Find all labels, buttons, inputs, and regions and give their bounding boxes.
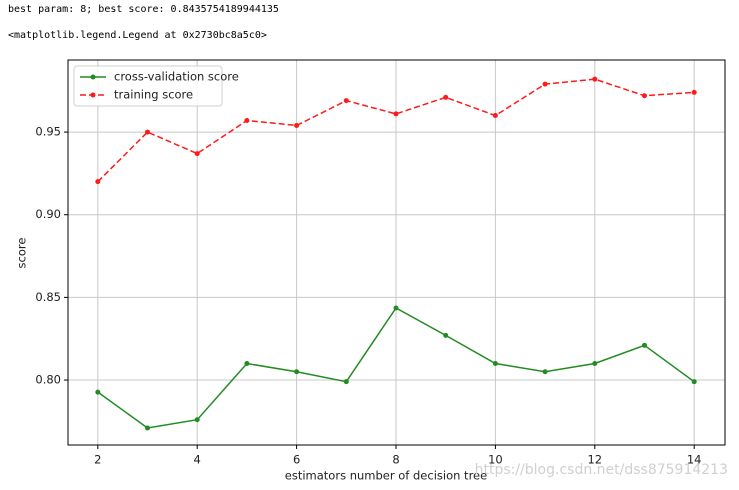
legend-label: training score xyxy=(114,88,193,102)
point xyxy=(641,342,647,348)
point xyxy=(194,151,200,157)
point xyxy=(691,379,697,385)
point xyxy=(443,332,449,338)
legend-marker xyxy=(90,74,96,80)
point xyxy=(542,369,548,375)
x-tick-label: 10 xyxy=(488,453,503,467)
point xyxy=(194,417,200,423)
plot-frame xyxy=(67,59,726,446)
x-tick-label: 14 xyxy=(687,453,702,467)
point xyxy=(393,111,399,117)
x-tick-label: 2 xyxy=(94,453,101,467)
point xyxy=(343,379,349,385)
legend-label: cross-validation score xyxy=(114,70,239,84)
point xyxy=(641,93,647,99)
point xyxy=(343,98,349,104)
point xyxy=(592,76,598,82)
legend-box xyxy=(73,65,223,107)
point xyxy=(542,81,548,87)
point xyxy=(592,361,598,367)
x-tick-label: 8 xyxy=(392,453,399,467)
legend-marker xyxy=(90,92,96,98)
point xyxy=(145,129,151,135)
y-tick-label: 0.85 xyxy=(35,290,61,304)
output-line: <matplotlib.legend.Legend at 0x2730bc8a5… xyxy=(8,30,267,41)
x-axis-label: estimators number of decision tree xyxy=(285,469,487,483)
x-tick-label: 6 xyxy=(293,453,300,467)
legend: cross-validation score training score xyxy=(73,65,239,107)
y-tick-label: 0.90 xyxy=(35,207,61,221)
point xyxy=(294,122,300,128)
x-tick-label: 12 xyxy=(587,453,602,467)
point xyxy=(244,361,250,367)
y-tick-label: 0.80 xyxy=(35,373,61,387)
point xyxy=(492,361,498,367)
y-tick-label: 0.95 xyxy=(35,125,61,139)
point xyxy=(294,369,300,375)
point xyxy=(95,389,101,395)
point xyxy=(244,118,250,124)
y-axis-label: score xyxy=(15,238,29,269)
output-line: best param: 8; best score: 0.84357541899… xyxy=(8,4,279,15)
watermark: https://blog.csdn.net/dss875914213 xyxy=(475,462,728,478)
point xyxy=(393,305,399,311)
x-tick-label: 4 xyxy=(194,453,201,467)
point xyxy=(145,425,151,431)
point xyxy=(691,89,697,95)
point xyxy=(95,179,101,185)
point xyxy=(443,94,449,100)
point xyxy=(492,113,498,119)
